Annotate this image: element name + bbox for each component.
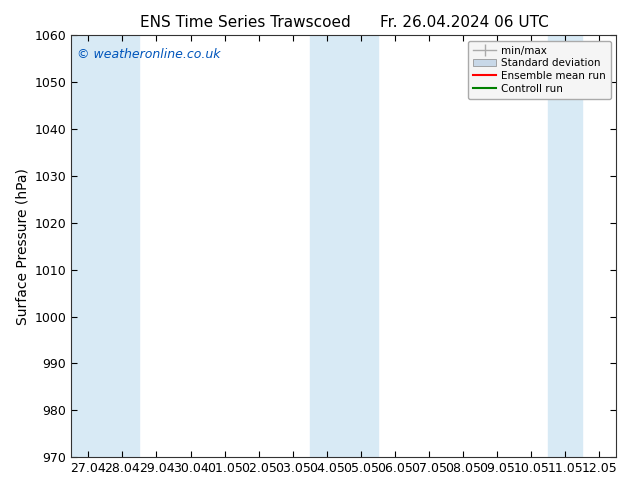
Bar: [105, 35, 139, 457]
Legend: min/max, Standard deviation, Ensemble mean run, Controll run: min/max, Standard deviation, Ensemble me…: [468, 41, 611, 99]
Bar: [344, 35, 378, 457]
Text: © weatheronline.co.uk: © weatheronline.co.uk: [77, 48, 220, 61]
Bar: [71, 35, 105, 457]
Bar: [310, 35, 344, 457]
Title: ENS Time Series Trawscoed      Fr. 26.04.2024 06 UTC: ENS Time Series Trawscoed Fr. 26.04.2024…: [139, 15, 548, 30]
Bar: [548, 35, 583, 457]
Y-axis label: Surface Pressure (hPa): Surface Pressure (hPa): [15, 168, 29, 325]
